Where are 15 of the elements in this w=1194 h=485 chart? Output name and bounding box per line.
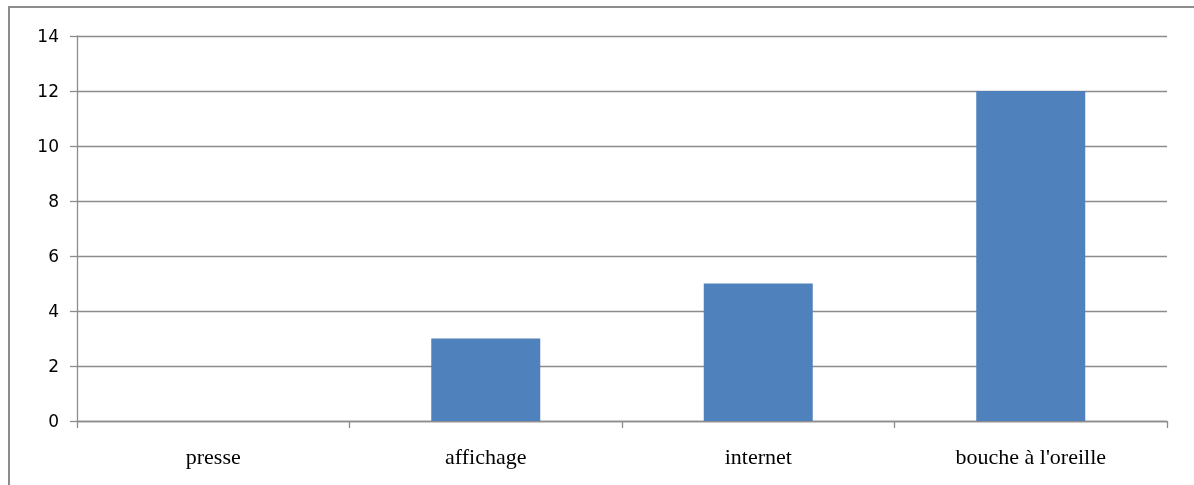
x-tick-label: internet — [724, 443, 792, 469]
x-tick-label: bouche à l'oreille — [955, 443, 1107, 469]
x-tick-label: affichage — [445, 443, 527, 469]
x-tick-label: presse — [185, 443, 241, 469]
y-tick-label: 6 — [48, 246, 59, 266]
bar — [703, 283, 813, 421]
bar — [976, 91, 1086, 421]
y-tick-label: 8 — [48, 191, 59, 211]
y-tick-label: 10 — [37, 136, 59, 156]
y-tick-label: 2 — [48, 356, 59, 376]
y-tick-label: 4 — [48, 301, 59, 321]
bar — [431, 338, 541, 421]
y-tick-label: 0 — [48, 411, 59, 431]
y-tick-label: 14 — [37, 26, 59, 46]
y-tick-label: 12 — [37, 81, 59, 101]
